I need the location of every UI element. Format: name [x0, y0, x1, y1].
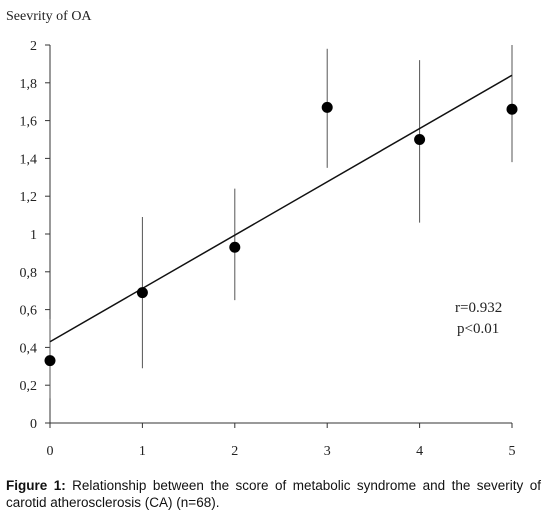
- caption-text: Relationship between the score of metabo…: [6, 478, 541, 510]
- x-tick-label: 0: [47, 444, 54, 459]
- chart: Seevrity of OA 0 0,2 0,4 0,6 0,8 1 1,2 1,4 1,6 1,…: [6, 9, 518, 459]
- axes: [49, 45, 512, 424]
- y-ticks: 0 0,2 0,4 0,6 0,8 1 1,2 1,4 1,6 1,8 2: [20, 39, 50, 432]
- figure-caption: Figure 1: Relationship between the score…: [6, 477, 541, 511]
- y-tick-label: 1,8: [20, 77, 38, 92]
- x-tick-label: 2: [231, 444, 238, 459]
- y-axis-label: Seevrity of OA: [6, 9, 92, 24]
- error-bars: [49, 45, 513, 399]
- data-point: [321, 101, 333, 113]
- x-tick-label: 4: [416, 444, 423, 459]
- y-tick-label: 0,4: [20, 341, 38, 356]
- x-tick-label: 5: [509, 444, 516, 459]
- x-tick-label: 1: [139, 444, 146, 459]
- annotation-r: r=0.932: [455, 300, 502, 316]
- y-tick-label: 0: [30, 417, 37, 432]
- annotation-p: p<0.01: [457, 321, 499, 337]
- x-ticks: 0 1 2 3 4 5: [47, 423, 516, 459]
- x-tick-label: 3: [324, 444, 331, 459]
- data-points: [44, 101, 518, 367]
- y-tick-label: 1,6: [20, 115, 38, 130]
- y-tick-label: 1,4: [20, 152, 38, 167]
- data-point: [414, 134, 426, 145]
- regression-line-group: [49, 74, 513, 343]
- y-tick-label: 1,2: [20, 190, 38, 205]
- data-point: [136, 287, 148, 299]
- y-tick-label: 0,6: [20, 304, 38, 319]
- caption-label: Figure 1:: [6, 478, 66, 493]
- y-tick-label: 0,2: [20, 379, 38, 394]
- y-tick-label: 0,8: [20, 266, 38, 281]
- data-point: [506, 103, 518, 115]
- regression-line: [49, 74, 513, 343]
- data-point: [229, 241, 241, 253]
- y-tick-label: 2: [30, 39, 37, 54]
- data-point: [44, 355, 56, 367]
- y-tick-label: 1: [30, 228, 37, 243]
